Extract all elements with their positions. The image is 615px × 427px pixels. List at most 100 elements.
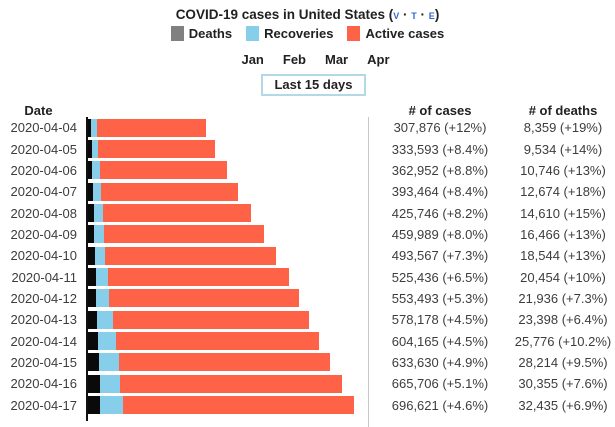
row-deaths: 18,544 (+13%) <box>520 248 606 264</box>
row-deaths: 8,359 (+19%) <box>523 120 603 136</box>
last-15-days-button[interactable]: Last 15 days <box>261 74 366 96</box>
month-link-mar[interactable]: Mar <box>325 52 349 67</box>
row-deaths: 28,214 (+9.5%) <box>518 354 608 370</box>
row-date: 2020-04-14 <box>10 333 78 349</box>
bar-deaths-segment <box>88 225 95 244</box>
bar-active-segment <box>122 396 354 415</box>
month-link-apr[interactable]: Apr <box>367 52 390 67</box>
column-header-date: Date <box>24 103 53 118</box>
stacked-bar <box>88 204 369 223</box>
legend-item-recoveries: Recoveries <box>246 26 333 41</box>
row-cases: 665,706 (+5.1%) <box>391 376 489 392</box>
table-row: 2020-04-08 425,746 (+8.2%) 14,610 (+15%) <box>0 202 615 223</box>
column-header-deaths: # of deaths <box>528 103 598 118</box>
table-row: 2020-04-05 333,593 (+8.4%) 9,534 (+14%) <box>0 138 615 159</box>
stacked-bar <box>88 161 369 180</box>
page-title: COVID-19 cases in United States <box>175 7 386 22</box>
stacked-bar <box>88 396 369 415</box>
row-deaths: 21,936 (+7.3%) <box>518 290 608 306</box>
active-swatch-icon <box>347 26 361 41</box>
table-row: 2020-04-12 553,493 (+5.3%) 21,936 (+7.3%… <box>0 288 615 309</box>
table-row: 2020-04-17 696,621 (+4.6%) 32,435 (+6.9%… <box>0 394 615 415</box>
bar-active-segment <box>116 332 319 351</box>
bar-active-segment <box>98 140 216 159</box>
table-row: 2020-04-14 604,165 (+4.5%) 25,776 (+10.2… <box>0 330 615 351</box>
row-cases: 459,989 (+8.0%) <box>391 226 489 242</box>
legend-item-active: Active cases <box>347 26 444 41</box>
legend-label-recoveries: Recoveries <box>264 26 334 41</box>
stacked-bar <box>88 225 369 244</box>
stacked-bar <box>88 118 369 137</box>
row-deaths: 23,398 (+6.4%) <box>518 312 608 328</box>
legend-item-deaths: Deaths <box>170 26 232 41</box>
bar-active-segment <box>118 353 330 372</box>
row-cases: 307,876 (+12%) <box>393 120 487 136</box>
legend: Deaths Recoveries Active cases <box>0 26 615 41</box>
bar-active-segment <box>120 374 343 393</box>
bar-active-segment <box>102 204 251 223</box>
deaths-swatch-icon <box>170 26 184 41</box>
bar-recoveries-segment <box>94 225 104 244</box>
row-deaths: 12,674 (+18%) <box>520 184 606 200</box>
row-date: 2020-04-13 <box>10 312 78 328</box>
table-row: 2020-04-04 307,876 (+12%) 8,359 (+19%) <box>0 117 615 138</box>
bar-recoveries-segment <box>99 374 121 393</box>
bar-active-segment <box>103 225 264 244</box>
row-date: 2020-04-12 <box>10 290 78 306</box>
edit-template-link[interactable]: e <box>428 7 435 22</box>
row-deaths: 30,355 (+7.6%) <box>518 376 608 392</box>
vte-separator-2: · <box>416 7 429 22</box>
chart-title-row: COVID-19 cases in United States (v · t ·… <box>0 7 615 22</box>
bar-deaths-segment <box>88 310 97 329</box>
month-link-feb[interactable]: Feb <box>282 52 306 67</box>
stacked-bar <box>88 332 369 351</box>
table-body: 2020-04-04 307,876 (+12%) 8,359 (+19%) 2… <box>0 117 615 416</box>
row-cases: 604,165 (+4.5%) <box>391 333 489 349</box>
row-date: 2020-04-06 <box>10 162 78 178</box>
table-row: 2020-04-16 665,706 (+5.1%) 30,355 (+7.6%… <box>0 373 615 394</box>
bar-active-segment <box>96 118 206 137</box>
row-deaths: 20,454 (+10%) <box>520 269 606 285</box>
row-cases: 362,952 (+8.8%) <box>391 162 489 178</box>
table-row: 2020-04-15 633,630 (+4.9%) 28,214 (+9.5%… <box>0 352 615 373</box>
bar-deaths-segment <box>88 246 96 265</box>
row-cases: 425,746 (+8.2%) <box>391 205 489 221</box>
month-link-jan[interactable]: Jan <box>241 52 264 67</box>
row-date: 2020-04-04 <box>10 120 78 136</box>
row-cases: 493,567 (+7.3%) <box>391 248 489 264</box>
row-cases: 525,436 (+6.5%) <box>391 269 489 285</box>
bar-active-segment <box>105 246 277 265</box>
bar-deaths-segment <box>88 204 94 223</box>
talk-template-link[interactable]: t <box>411 7 417 22</box>
row-deaths: 32,435 (+6.9%) <box>518 397 608 413</box>
row-cases: 633,630 (+4.9%) <box>391 354 489 370</box>
last-days-row: Last 15 days <box>6 74 615 96</box>
bar-recoveries-segment <box>91 118 97 137</box>
row-cases: 578,178 (+4.5%) <box>391 312 489 328</box>
bar-recoveries-segment <box>91 140 99 159</box>
bar-recoveries-segment <box>100 396 123 415</box>
table-row: 2020-04-07 393,464 (+8.4%) 12,674 (+18%) <box>0 181 615 202</box>
bar-deaths-segment <box>88 268 96 287</box>
bar-recoveries-segment <box>92 161 100 180</box>
row-deaths: 9,534 (+14%) <box>523 141 603 157</box>
chart-axis-line <box>86 117 88 421</box>
stacked-bar <box>88 140 369 159</box>
table-row: 2020-04-10 493,567 (+7.3%) 18,544 (+13%) <box>0 245 615 266</box>
bar-deaths-segment <box>88 396 101 415</box>
bar-recoveries-segment <box>95 246 106 265</box>
bar-active-segment <box>113 310 309 329</box>
bar-deaths-segment <box>88 374 100 393</box>
bar-deaths-segment <box>88 332 98 351</box>
table-header: Date # of cases # of deaths <box>0 103 615 118</box>
view-template-link[interactable]: v <box>393 7 400 22</box>
stacked-bar <box>88 353 369 372</box>
bar-deaths-segment <box>88 353 99 372</box>
stacked-bar <box>88 310 369 329</box>
bar-deaths-segment <box>88 118 92 137</box>
bar-deaths-segment <box>88 289 97 308</box>
legend-label-active: Active cases <box>365 26 445 41</box>
bar-recoveries-segment <box>95 268 108 287</box>
bar-active-segment <box>108 289 300 308</box>
